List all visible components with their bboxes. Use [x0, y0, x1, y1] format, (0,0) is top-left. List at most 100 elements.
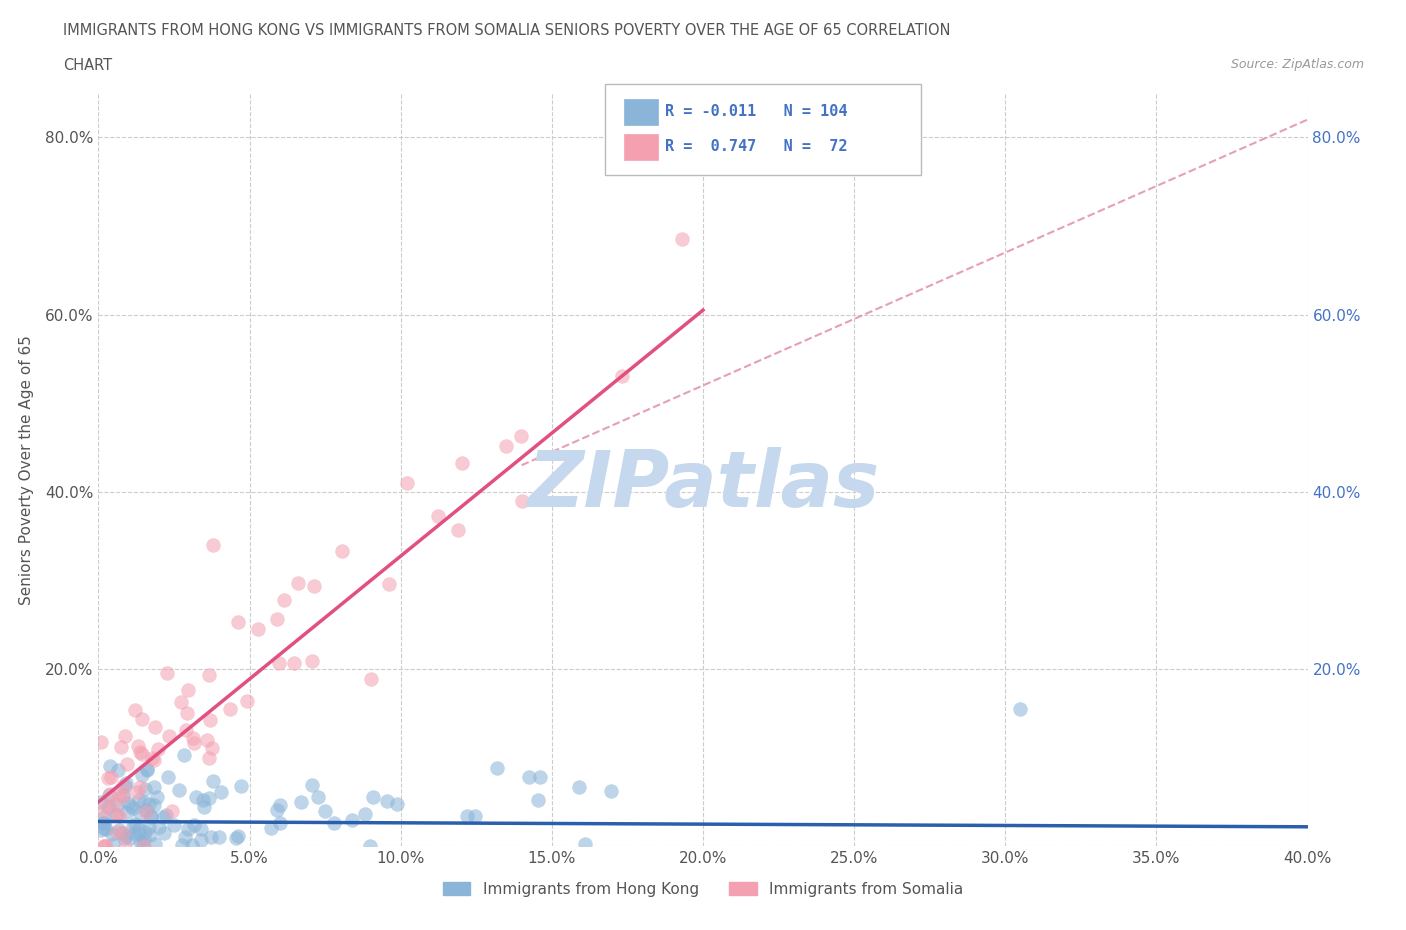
Point [260, 820, 283, 835]
Point [108, 808, 131, 823]
Point [568, 780, 591, 795]
Point [146, 741, 169, 756]
Point [125, 785, 148, 800]
Point [307, 790, 329, 804]
Point [100, 769, 122, 784]
Point [143, 779, 166, 794]
Point [301, 653, 323, 668]
Point [107, 822, 129, 837]
Point [385, 797, 408, 812]
Point [101, 827, 124, 842]
Point [143, 720, 166, 735]
Point [375, 793, 398, 808]
Point [91, 816, 114, 830]
Point [283, 656, 305, 671]
Point [340, 813, 363, 828]
Point [132, 839, 155, 854]
Point [155, 807, 177, 822]
Point [128, 805, 150, 820]
Point [138, 828, 160, 843]
Point [98, 758, 121, 773]
Point [236, 694, 259, 709]
Point [464, 808, 486, 823]
Point [156, 666, 179, 681]
Point [105, 825, 128, 840]
Point [1010, 701, 1032, 716]
Point [495, 439, 517, 454]
Point [127, 738, 149, 753]
Point [131, 746, 153, 761]
Point [93, 839, 115, 854]
Point [91, 804, 114, 818]
Point [198, 668, 221, 683]
Point [153, 826, 176, 841]
Point [198, 790, 221, 805]
Point [266, 803, 288, 817]
Point [330, 543, 353, 558]
Point [114, 728, 136, 743]
Point [90, 823, 112, 838]
Point [141, 751, 163, 765]
Point [184, 790, 207, 805]
Legend: Immigrants from Hong Kong, Immigrants from Somalia: Immigrants from Hong Kong, Immigrants fr… [437, 875, 969, 903]
Point [181, 730, 204, 745]
Point [195, 732, 218, 747]
Text: IMMIGRANTS FROM HONG KONG VS IMMIGRANTS FROM SOMALIA SENIORS POVERTY OVER THE AG: IMMIGRANTS FROM HONG KONG VS IMMIGRANTS … [63, 23, 950, 38]
Point [111, 778, 134, 793]
Point [148, 820, 170, 835]
Point [176, 706, 198, 721]
Point [103, 836, 125, 851]
Point [135, 803, 157, 817]
Point [94, 822, 117, 837]
Point [93, 820, 115, 835]
Point [287, 576, 309, 591]
Point [131, 767, 153, 782]
Point [529, 769, 551, 784]
Point [304, 578, 326, 593]
Point [226, 829, 249, 844]
Point [103, 797, 125, 812]
Point [142, 752, 165, 767]
Point [426, 508, 449, 523]
Point [132, 831, 155, 846]
Point [170, 695, 193, 710]
Point [134, 824, 156, 839]
Point [193, 799, 215, 814]
Point [122, 825, 145, 840]
Point [117, 757, 139, 772]
Point [105, 807, 128, 822]
Point [157, 729, 180, 744]
Text: Source: ZipAtlas.com: Source: ZipAtlas.com [1230, 58, 1364, 71]
Point [152, 810, 174, 825]
Point [112, 830, 135, 845]
Point [266, 612, 288, 627]
Point [180, 838, 202, 853]
Point [124, 817, 146, 831]
Point [117, 795, 139, 810]
Point [138, 819, 160, 834]
Point [527, 792, 550, 807]
Point [671, 232, 693, 246]
Point [98, 800, 121, 815]
Point [98, 787, 121, 802]
Point [121, 818, 143, 833]
Point [198, 712, 221, 727]
Point [354, 806, 377, 821]
Point [193, 792, 215, 807]
Point [146, 790, 169, 804]
Point [177, 683, 200, 698]
Point [139, 808, 162, 823]
Point [322, 815, 344, 830]
Point [267, 656, 290, 671]
Point [115, 804, 138, 819]
Point [360, 671, 382, 686]
Point [132, 836, 155, 851]
Point [93, 810, 115, 825]
Text: R =  0.747   N =  72: R = 0.747 N = 72 [665, 140, 848, 154]
Point [509, 429, 531, 444]
Text: ZIPatlas: ZIPatlas [527, 446, 879, 523]
Point [273, 592, 295, 607]
Point [574, 837, 596, 852]
Point [225, 830, 247, 845]
Point [200, 741, 222, 756]
